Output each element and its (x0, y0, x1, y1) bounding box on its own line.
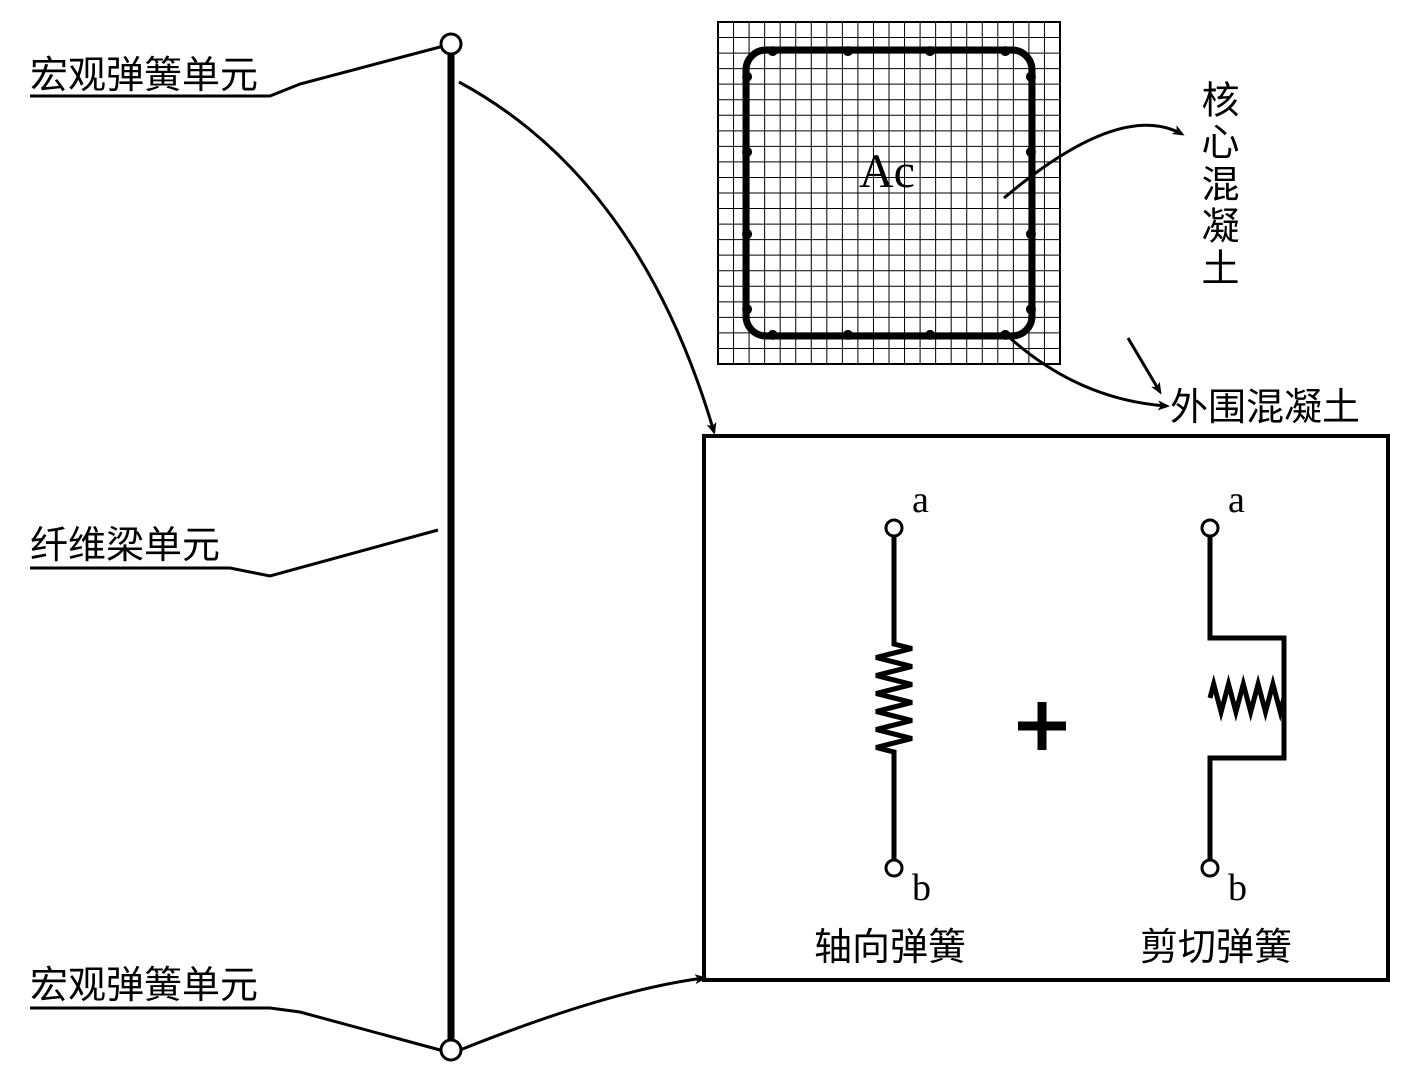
plus-sign (1018, 702, 1066, 750)
core-concrete-label: 核心混凝土 (1195, 80, 1238, 290)
shear-node-a-label: a (1228, 479, 1245, 521)
fiber-beam-label: 纤维梁单元 (30, 525, 220, 567)
shear-spring (1202, 520, 1284, 876)
beam-top-node (441, 34, 461, 54)
axial-spring (876, 520, 912, 876)
shear-node-b-label: b (1228, 867, 1247, 909)
ac-label: Ac (859, 145, 915, 198)
arrow-beam-bottom-to-springs (460, 978, 704, 1050)
axial-node-b-label: b (912, 867, 931, 909)
arrow-beam-to-springs (459, 82, 714, 432)
outer-concrete-label: 外围混凝土 (1170, 387, 1360, 429)
macro-spring-bottom-label: 宏观弹簧单元 (30, 965, 258, 1007)
shear-spring-label: 剪切弹簧 (1140, 927, 1292, 969)
arrow-cross-to-outer-2 (1128, 338, 1160, 392)
beam-bottom-node (441, 1040, 461, 1060)
axial-spring-label: 轴向弹簧 (814, 927, 966, 969)
leader-bottom (30, 1008, 440, 1050)
macro-spring-top-label: 宏观弹簧单元 (30, 55, 258, 97)
axial-node-a-label: a (912, 479, 929, 521)
